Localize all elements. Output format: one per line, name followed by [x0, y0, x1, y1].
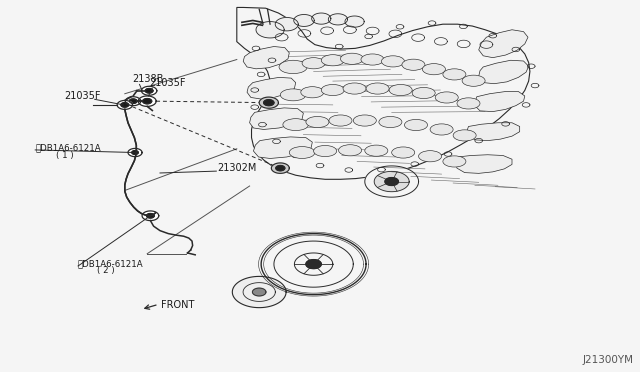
Ellipse shape	[329, 115, 352, 126]
Polygon shape	[247, 77, 296, 99]
Polygon shape	[253, 288, 266, 296]
Ellipse shape	[339, 145, 362, 156]
Text: 21035F: 21035F	[149, 78, 186, 88]
Ellipse shape	[381, 56, 404, 67]
Polygon shape	[125, 97, 141, 106]
Ellipse shape	[343, 83, 366, 94]
Ellipse shape	[289, 147, 315, 158]
Ellipse shape	[443, 69, 466, 80]
Text: FRONT: FRONT	[161, 299, 195, 310]
Text: ( 2 ): ( 2 )	[97, 266, 115, 275]
Polygon shape	[142, 211, 159, 221]
Ellipse shape	[443, 156, 466, 167]
Ellipse shape	[412, 87, 435, 99]
Polygon shape	[456, 155, 512, 173]
Ellipse shape	[389, 84, 412, 96]
Polygon shape	[294, 15, 314, 26]
Ellipse shape	[279, 60, 307, 74]
Ellipse shape	[422, 64, 445, 75]
Polygon shape	[232, 276, 286, 308]
Polygon shape	[147, 214, 154, 218]
Ellipse shape	[301, 87, 324, 98]
Ellipse shape	[435, 92, 458, 103]
Polygon shape	[345, 16, 364, 27]
Ellipse shape	[430, 124, 453, 135]
Polygon shape	[274, 241, 353, 287]
Polygon shape	[365, 166, 419, 197]
Ellipse shape	[402, 59, 425, 70]
Polygon shape	[306, 260, 321, 269]
Ellipse shape	[321, 84, 344, 96]
Ellipse shape	[419, 151, 442, 162]
Polygon shape	[132, 151, 138, 154]
Ellipse shape	[340, 53, 364, 64]
Polygon shape	[250, 108, 303, 129]
Polygon shape	[264, 100, 274, 106]
Polygon shape	[475, 92, 525, 112]
Text: 21035F: 21035F	[64, 91, 100, 101]
Text: 2138B: 2138B	[132, 74, 164, 84]
Ellipse shape	[453, 130, 476, 141]
Polygon shape	[479, 60, 529, 84]
Text: ⒷDB1A6-6121A: ⒷDB1A6-6121A	[35, 144, 101, 153]
Ellipse shape	[366, 83, 389, 94]
Ellipse shape	[457, 98, 480, 109]
Text: 21302M: 21302M	[218, 163, 257, 173]
Ellipse shape	[361, 54, 384, 65]
Ellipse shape	[462, 75, 485, 86]
Polygon shape	[145, 89, 153, 93]
Polygon shape	[121, 103, 129, 107]
Ellipse shape	[302, 58, 325, 69]
Polygon shape	[237, 7, 530, 179]
Ellipse shape	[321, 55, 344, 66]
Polygon shape	[275, 17, 298, 31]
Ellipse shape	[353, 115, 376, 126]
Polygon shape	[256, 22, 284, 38]
Ellipse shape	[392, 147, 415, 158]
Ellipse shape	[283, 119, 308, 131]
Polygon shape	[243, 46, 289, 69]
Polygon shape	[143, 99, 152, 104]
Ellipse shape	[306, 116, 329, 128]
Text: ( 1 ): ( 1 )	[56, 151, 74, 160]
Polygon shape	[259, 97, 278, 108]
Polygon shape	[276, 166, 285, 171]
Polygon shape	[271, 163, 289, 173]
Ellipse shape	[404, 119, 428, 131]
Polygon shape	[261, 234, 366, 295]
Polygon shape	[128, 148, 142, 157]
Polygon shape	[467, 123, 520, 141]
Ellipse shape	[314, 145, 337, 157]
Ellipse shape	[365, 145, 388, 156]
Polygon shape	[328, 14, 348, 25]
Text: J21300YM: J21300YM	[582, 355, 634, 365]
Polygon shape	[141, 86, 157, 95]
Polygon shape	[129, 99, 137, 103]
Polygon shape	[479, 30, 528, 58]
Ellipse shape	[379, 116, 402, 128]
Polygon shape	[385, 178, 398, 185]
Ellipse shape	[280, 89, 306, 101]
Polygon shape	[253, 137, 312, 158]
Polygon shape	[374, 171, 409, 192]
Polygon shape	[117, 100, 132, 109]
Polygon shape	[312, 13, 331, 24]
Text: ⒷDB1A6-6121A: ⒷDB1A6-6121A	[78, 259, 144, 268]
Polygon shape	[138, 96, 156, 106]
